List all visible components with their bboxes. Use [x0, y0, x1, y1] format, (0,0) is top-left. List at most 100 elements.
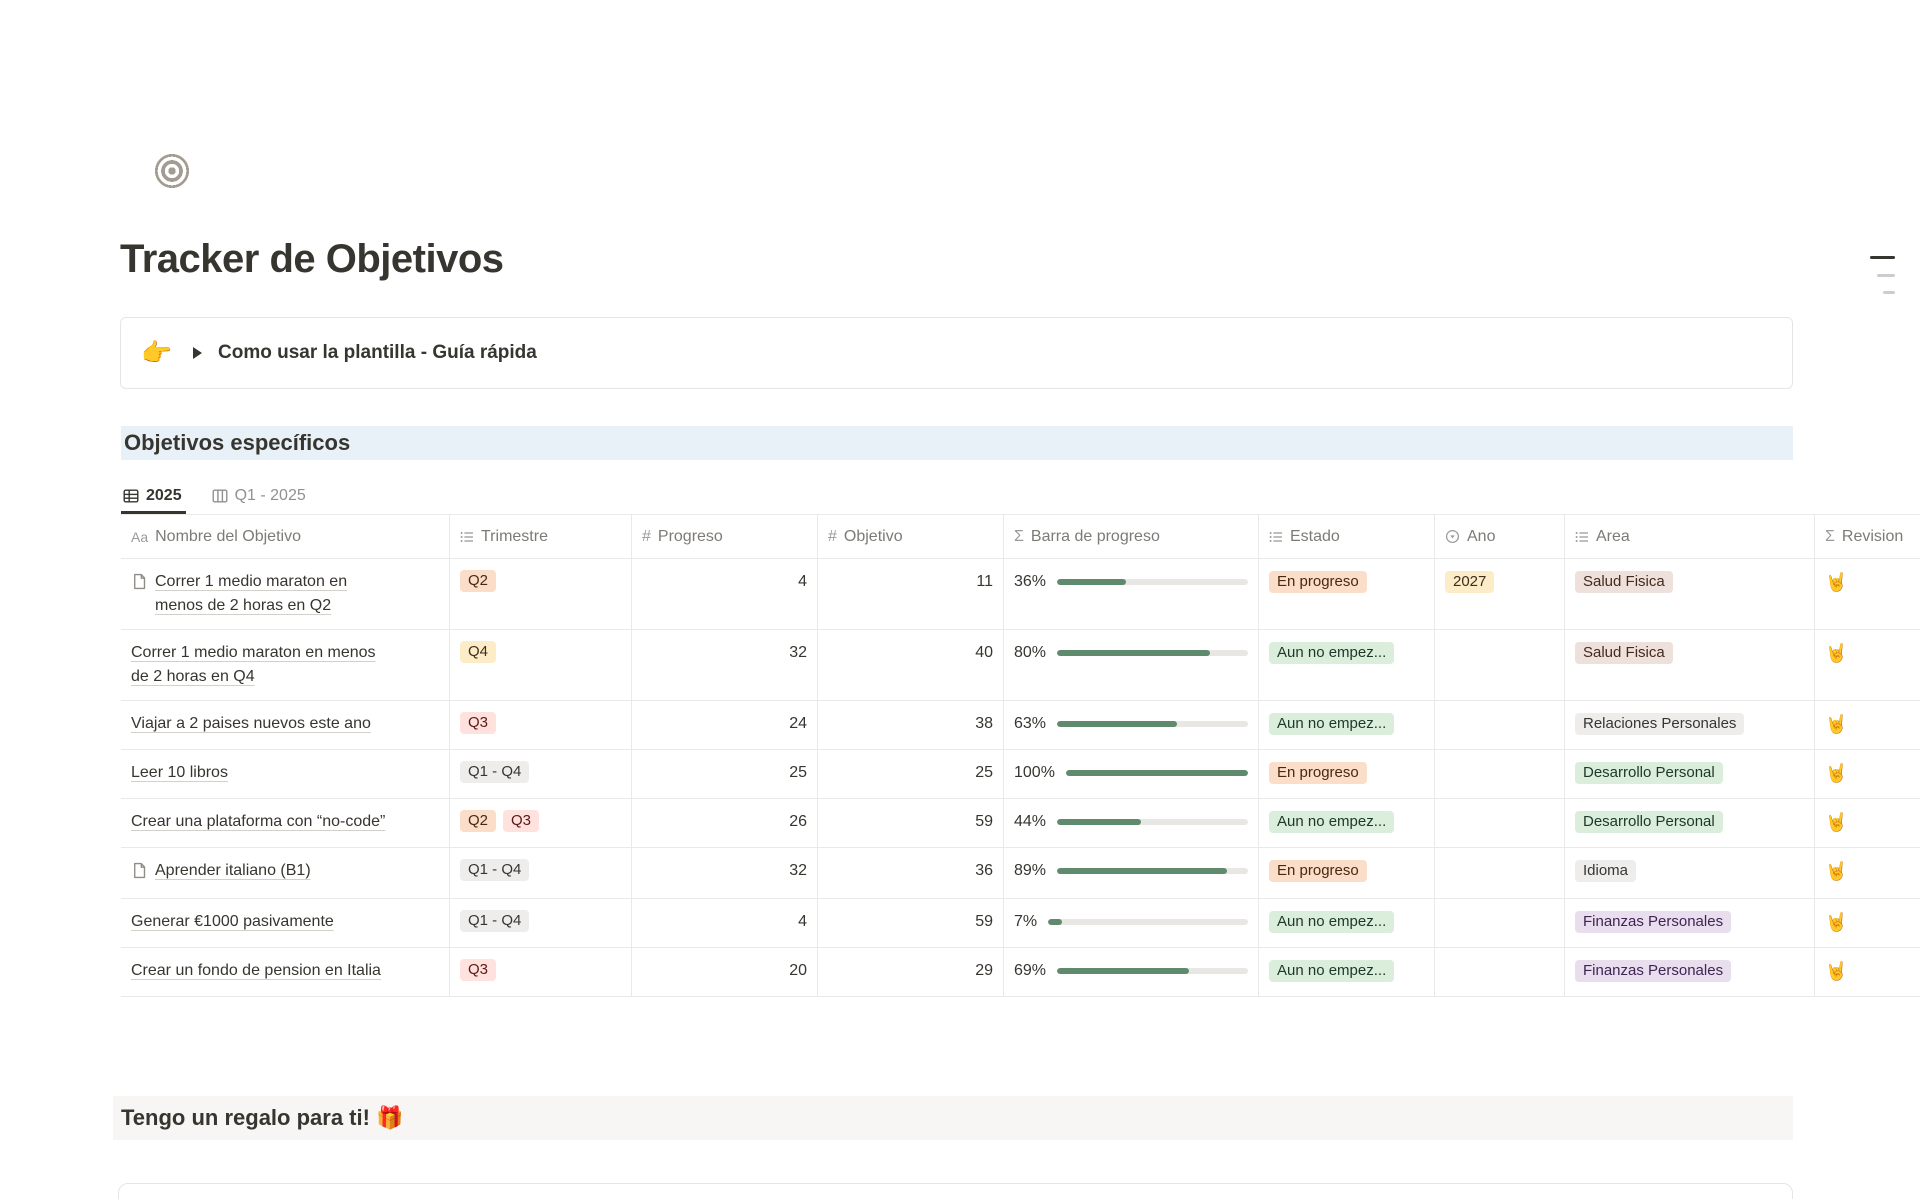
goal-name-cell[interactable]: Leer 10 libros	[121, 750, 450, 798]
area-cell[interactable]: Salud Fisica	[1565, 559, 1815, 629]
trimestre-cell[interactable]: Q1 - Q4	[450, 899, 632, 947]
progress-bar-cell: 44%	[1004, 799, 1259, 847]
tab-q1-2025[interactable]: Q1 - 2025	[210, 487, 310, 514]
goal-title-link[interactable]: Generar €1000 pasivamente	[131, 913, 334, 930]
column-header-nombre[interactable]: Aa Nombre del Objetivo	[121, 515, 450, 558]
progreso-value: 32	[789, 644, 807, 661]
area-cell[interactable]: Idioma	[1565, 848, 1815, 898]
revision-cell: 🤘	[1815, 948, 1920, 996]
area-cell[interactable]: Desarrollo Personal	[1565, 799, 1815, 847]
goal-title-link[interactable]: Leer 10 libros	[131, 764, 228, 781]
page-title[interactable]: Tracker de Objetivos	[120, 237, 504, 281]
area-cell[interactable]: Finanzas Personales	[1565, 899, 1815, 947]
revision-cell: 🤘	[1815, 899, 1920, 947]
progreso-cell[interactable]: 20	[632, 948, 818, 996]
area-cell[interactable]: Relaciones Personales	[1565, 701, 1815, 749]
goal-name-cell[interactable]: Correr 1 medio maraton en menos de 2 hor…	[121, 630, 450, 700]
tab-2025[interactable]: 2025	[121, 487, 186, 514]
column-header-estado[interactable]: Estado	[1259, 515, 1435, 558]
column-header-area[interactable]: Area	[1565, 515, 1815, 558]
progreso-value: 24	[789, 715, 807, 732]
table-row: Aprender italiano (B1) Q1 - Q4 32 36 89%…	[121, 848, 1920, 899]
hand-sign-emoji: 🤘	[1825, 714, 1848, 734]
trimestre-cell[interactable]: Q1 - Q4	[450, 750, 632, 798]
progress-bar-track	[1048, 919, 1248, 925]
trimestre-cell[interactable]: Q1 - Q4	[450, 848, 632, 898]
column-header-ano[interactable]: Ano	[1435, 515, 1565, 558]
estado-cell[interactable]: Aun no empez...	[1259, 899, 1435, 947]
ano-cell[interactable]	[1435, 848, 1565, 898]
column-header-revision[interactable]: Σ Revision	[1825, 527, 1904, 545]
section-heading: Objetivos específicos	[121, 426, 1793, 460]
goal-name-cell[interactable]: Viajar a 2 paises nuevos este ano	[121, 701, 450, 749]
goal-name-cell[interactable]: Correr 1 medio maraton en menos de 2 hor…	[121, 559, 450, 629]
ano-cell[interactable]: 2027	[1435, 559, 1565, 629]
estado-cell[interactable]: En progreso	[1259, 848, 1435, 898]
trimestre-cell[interactable]: Q3	[450, 948, 632, 996]
objetivo-cell[interactable]: 25	[818, 750, 1004, 798]
estado-tag: Aun no empez...	[1269, 811, 1395, 833]
goal-title-link[interactable]: Correr 1 medio maraton en menos de 2 hor…	[155, 573, 348, 614]
goal-name-cell[interactable]: Aprender italiano (B1)	[121, 848, 450, 898]
bullseye-target-icon[interactable]	[138, 137, 206, 205]
ano-cell[interactable]	[1435, 899, 1565, 947]
estado-cell[interactable]: En progreso	[1259, 750, 1435, 798]
goal-name-cell[interactable]: Crear una plataforma con “no-code”	[121, 799, 450, 847]
trimestre-cell[interactable]: Q2 Q3	[450, 799, 632, 847]
trimestre-cell[interactable]: Q2	[450, 559, 632, 629]
trimestre-tags: Q3	[460, 712, 621, 734]
progreso-cell[interactable]: 26	[632, 799, 818, 847]
area-cell[interactable]: Finanzas Personales	[1565, 948, 1815, 996]
goal-title-link[interactable]: Crear un fondo de pension en Italia	[131, 962, 381, 979]
ano-cell[interactable]	[1435, 630, 1565, 700]
objetivo-cell[interactable]: 11	[818, 559, 1004, 629]
column-header-trimestre[interactable]: Trimestre	[450, 515, 632, 558]
hand-sign-emoji: 🤘	[1825, 572, 1848, 592]
ano-cell[interactable]	[1435, 948, 1565, 996]
objetivo-cell[interactable]: 36	[818, 848, 1004, 898]
estado-cell[interactable]: En progreso	[1259, 559, 1435, 629]
progreso-cell[interactable]: 25	[632, 750, 818, 798]
objetivo-cell[interactable]: 59	[818, 899, 1004, 947]
estado-cell[interactable]: Aun no empez...	[1259, 630, 1435, 700]
ano-cell[interactable]	[1435, 701, 1565, 749]
trimestre-cell[interactable]: Q3	[450, 701, 632, 749]
progreso-cell[interactable]: 32	[632, 848, 818, 898]
objetivo-value: 38	[975, 715, 993, 732]
ano-cell[interactable]	[1435, 750, 1565, 798]
page-document-icon	[131, 862, 148, 887]
toc-dash	[1883, 291, 1895, 294]
goal-title-link[interactable]: Viajar a 2 paises nuevos este ano	[131, 715, 371, 732]
column-header-objetivo[interactable]: # Objetivo	[818, 515, 1004, 558]
ano-cell[interactable]	[1435, 799, 1565, 847]
goal-name-cell[interactable]: Crear un fondo de pension en Italia	[121, 948, 450, 996]
column-header-barra[interactable]: Σ Barra de progreso	[1004, 515, 1259, 558]
column-header-progreso[interactable]: # Progreso	[632, 515, 818, 558]
table-of-contents-dashes[interactable]	[1867, 256, 1895, 294]
objetivo-cell[interactable]: 40	[818, 630, 1004, 700]
goal-name-cell[interactable]: Generar €1000 pasivamente	[121, 899, 450, 947]
toggle-triangle-icon[interactable]	[193, 347, 202, 359]
progreso-cell[interactable]: 24	[632, 701, 818, 749]
area-cell[interactable]: Salud Fisica	[1565, 630, 1815, 700]
progress-bar-cell: 63%	[1004, 701, 1259, 749]
progreso-cell[interactable]: 4	[632, 899, 818, 947]
goal-title-link[interactable]: Crear una plataforma con “no-code”	[131, 813, 386, 830]
progreso-cell[interactable]: 4	[632, 559, 818, 629]
progreso-cell[interactable]: 32	[632, 630, 818, 700]
estado-cell[interactable]: Aun no empez...	[1259, 799, 1435, 847]
guide-toggle-callout[interactable]: 👉 Como usar la plantilla - Guía rápida	[120, 317, 1793, 389]
trimestre-tags: Q1 - Q4	[460, 910, 621, 932]
progress-bar-cell: 36%	[1004, 559, 1259, 629]
goal-title-link[interactable]: Correr 1 medio maraton en menos de 2 hor…	[131, 644, 376, 685]
objetivo-cell[interactable]: 59	[818, 799, 1004, 847]
estado-cell[interactable]: Aun no empez...	[1259, 701, 1435, 749]
area-cell[interactable]: Desarrollo Personal	[1565, 750, 1815, 798]
objetivo-cell[interactable]: 29	[818, 948, 1004, 996]
estado-cell[interactable]: Aun no empez...	[1259, 948, 1435, 996]
trimestre-cell[interactable]: Q4	[450, 630, 632, 700]
estado-tag: Aun no empez...	[1269, 960, 1395, 982]
goal-title-link[interactable]: Aprender italiano (B1)	[155, 862, 311, 879]
objetivo-cell[interactable]: 38	[818, 701, 1004, 749]
area-tag: Desarrollo Personal	[1575, 762, 1723, 784]
